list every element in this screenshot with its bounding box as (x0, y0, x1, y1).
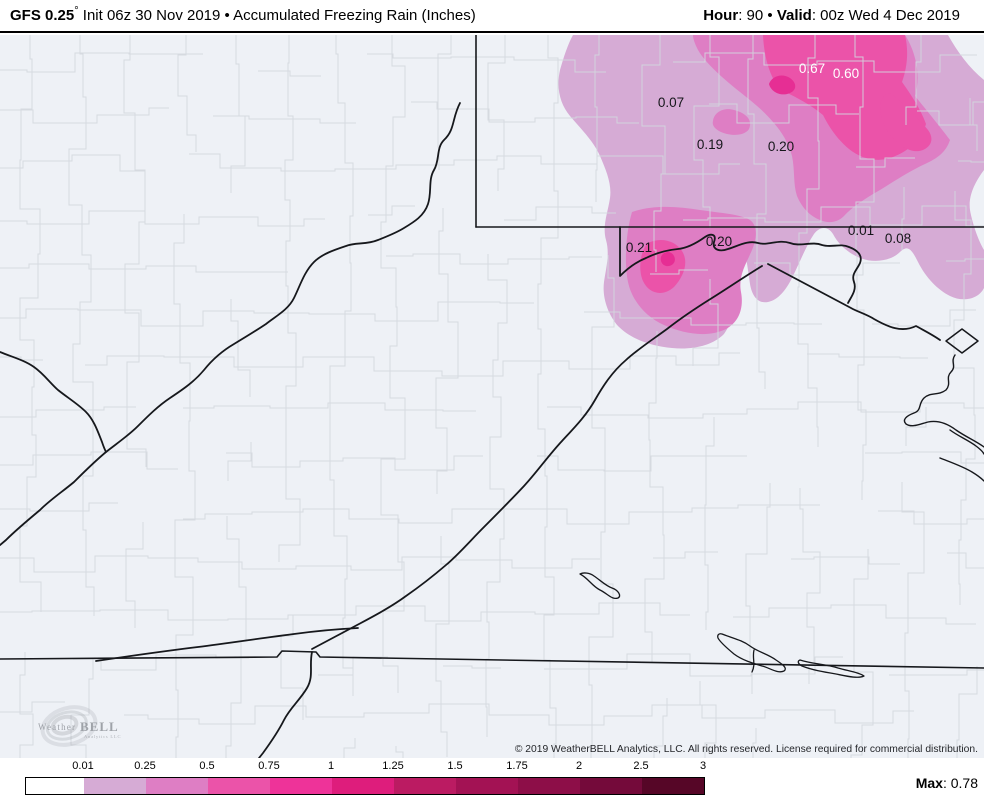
legend-tick: 1.5 (447, 760, 463, 772)
legend-color-bar (25, 777, 705, 795)
legend-tick: 3 (699, 760, 707, 772)
state-border-potomac (619, 226, 862, 304)
state-border-virginia-north (767, 263, 941, 341)
legend-segment (146, 778, 208, 794)
hour-label: Hour (703, 7, 739, 24)
header-bar: GFS 0.25° Init 06z 30 Nov 2019 • Accumul… (0, 0, 984, 33)
frz-level2-island (712, 109, 751, 135)
map-value-labels: 0.07 0.67 0.60 0.19 0.20 0.21 0.20 0.01 … (626, 61, 911, 255)
degree-symbol: ° (74, 5, 79, 17)
smith-mountain-lake (579, 572, 621, 600)
county-borders (0, 35, 984, 758)
legend-segment (332, 778, 394, 794)
legend-tick: 0.5 (199, 760, 215, 772)
map-value-label: 0.21 (626, 240, 652, 255)
legend-segment (84, 778, 146, 794)
map-value-label: 0.60 (833, 66, 859, 81)
frz-level3-lower-core (640, 239, 686, 293)
map-value-label: 0.08 (885, 231, 911, 246)
legend-segment (208, 778, 270, 794)
title-text: Init 06z 30 Nov 2019 • Accumulated Freez… (78, 7, 476, 24)
legend-tick: 2 (575, 760, 583, 772)
logo-weather-text: Weather (38, 722, 76, 732)
frz-level4-patch-small (660, 251, 675, 267)
freezing-rain-shading (558, 35, 984, 349)
hour-value: : 90 (738, 7, 764, 24)
map-area: 0.07 0.67 0.60 0.19 0.20 0.21 0.20 0.01 … (0, 35, 984, 758)
state-border-wv-va (311, 265, 763, 650)
weatherbell-logo: Weather BELL Analytics LLC (38, 705, 121, 747)
state-border-va-nc (0, 650, 984, 669)
legend-segment (270, 778, 332, 794)
map-value-label: 0.20 (706, 234, 732, 249)
legend-segment (518, 778, 580, 794)
logo-swirl-icon (40, 705, 98, 747)
state-borders (0, 35, 984, 758)
max-number: : 0.78 (942, 775, 978, 791)
separator-bullet: • (763, 7, 777, 24)
legend-segment (642, 778, 704, 794)
legend-tick: 0.01 (72, 760, 94, 772)
legend-segment (580, 778, 642, 794)
legend-tick: 2.5 (633, 760, 649, 772)
lake-gaston (797, 659, 865, 678)
logo-sub-text: Analytics LLC (84, 734, 121, 739)
valid-time: Hour: 90 • Valid: 00z Wed 4 Dec 2019 (703, 7, 960, 24)
max-value: Max: 0.78 (916, 775, 978, 791)
state-border-ky-va (95, 627, 359, 662)
legend-tick: 1.25 (382, 760, 404, 772)
dc-boundary (945, 328, 979, 354)
legend-tick: 0.25 (134, 760, 156, 772)
legend-ticks: 0.01 0.25 0.5 0.75 1 1.25 1.5 1.75 2 2.5… (0, 760, 984, 774)
logo-bell-text: BELL (80, 719, 119, 734)
kerr-lake (717, 633, 786, 673)
frz-level4-patch (769, 75, 796, 95)
map-value-label: 0.01 (848, 223, 874, 238)
valid-label: Valid (776, 7, 812, 24)
map-value-label: 0.20 (768, 139, 794, 154)
weather-map: 0.07 0.67 0.60 0.19 0.20 0.21 0.20 0.01 … (0, 35, 984, 758)
map-value-label: 0.67 (799, 61, 825, 76)
frz-level3-region (763, 35, 926, 160)
valid-value: : 00z Wed 4 Dec 2019 (811, 7, 960, 24)
legend-tick: 0.75 (258, 760, 280, 772)
copyright-text: © 2019 WeatherBELL Analytics, LLC. All r… (515, 744, 978, 755)
legend-tick: 1.75 (506, 760, 528, 772)
legend-segment (394, 778, 456, 794)
ohio-river (0, 102, 461, 546)
map-title: GFS 0.25° Init 06z 30 Nov 2019 • Accumul… (10, 5, 476, 25)
map-value-label: 0.07 (658, 95, 684, 110)
map-value-label: 0.19 (697, 137, 723, 152)
big-sandy-river (0, 351, 107, 453)
state-border-ky-tn (258, 651, 313, 758)
legend: 0.01 0.25 0.5 0.75 1 1.25 1.5 1.75 2 2.5… (0, 758, 984, 808)
model-name: GFS 0.25 (10, 7, 75, 24)
legend-segment (456, 778, 518, 794)
potomac-estuary (903, 354, 984, 482)
legend-tick: 1 (327, 760, 335, 772)
max-label: Max (915, 775, 943, 791)
legend-segment (26, 778, 84, 794)
